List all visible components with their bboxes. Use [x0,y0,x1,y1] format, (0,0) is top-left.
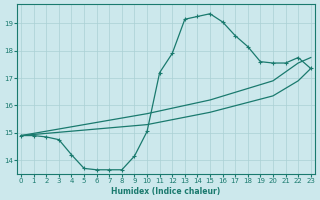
X-axis label: Humidex (Indice chaleur): Humidex (Indice chaleur) [111,187,220,196]
